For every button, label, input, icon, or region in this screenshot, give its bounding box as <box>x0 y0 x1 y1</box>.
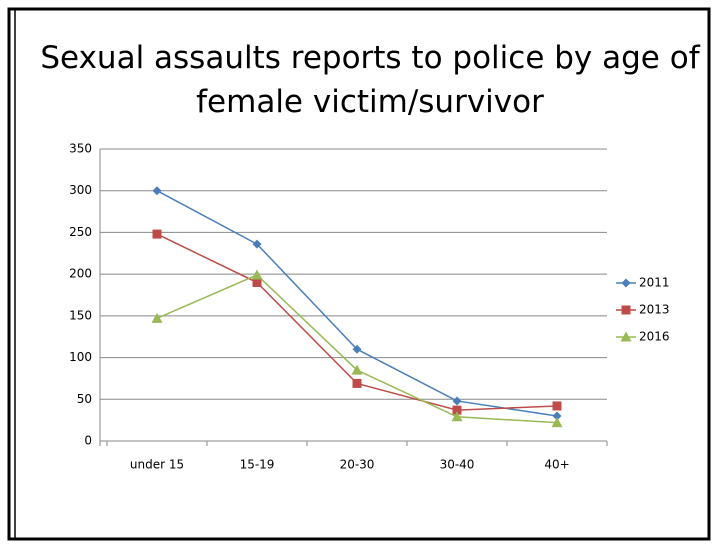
y-tick-label: 100 <box>69 350 92 364</box>
marker <box>352 344 362 354</box>
legend-label: 2016 <box>639 330 670 344</box>
marker <box>252 277 262 287</box>
x-tick-label: under 15 <box>130 458 184 472</box>
y-tick-label: 0 <box>84 434 92 448</box>
marker <box>152 186 162 196</box>
y-tick-label: 50 <box>77 392 92 406</box>
x-tick-label: 30-40 <box>440 458 475 472</box>
marker <box>251 269 263 280</box>
marker <box>452 396 462 406</box>
marker <box>552 411 562 421</box>
legend-label: 2011 <box>639 276 670 290</box>
marker <box>252 239 262 249</box>
x-tick-label: 15-19 <box>240 458 275 472</box>
y-tick-label: 250 <box>69 225 92 239</box>
y-tick-label: 350 <box>69 142 92 156</box>
chart-title: Sexual assaults reports to police by age… <box>40 40 700 120</box>
marker <box>451 411 463 422</box>
marker <box>351 364 363 375</box>
marker <box>151 312 163 323</box>
y-tick-label: 300 <box>69 183 92 197</box>
marker <box>152 229 162 239</box>
y-tick-label: 150 <box>69 308 92 322</box>
marker <box>620 331 632 342</box>
marker <box>352 378 362 388</box>
marker <box>551 417 563 428</box>
legend-label: 2013 <box>639 303 670 317</box>
marker <box>452 405 462 415</box>
marker <box>621 278 631 288</box>
frame <box>7 7 711 541</box>
y-tick-label: 200 <box>69 267 92 281</box>
x-tick-label: 20-30 <box>340 458 375 472</box>
marker <box>552 401 562 411</box>
marker <box>621 305 631 315</box>
x-tick-label: 40+ <box>544 458 569 472</box>
